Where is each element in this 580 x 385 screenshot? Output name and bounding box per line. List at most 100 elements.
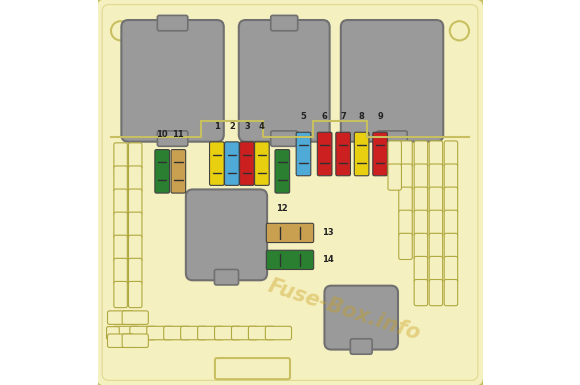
- Text: 7: 7: [340, 112, 346, 122]
- FancyBboxPatch shape: [444, 256, 458, 283]
- FancyBboxPatch shape: [388, 164, 401, 190]
- Text: 10: 10: [157, 130, 168, 139]
- Text: 3: 3: [244, 122, 250, 131]
- FancyBboxPatch shape: [107, 334, 133, 348]
- FancyBboxPatch shape: [157, 15, 188, 31]
- FancyBboxPatch shape: [113, 326, 139, 340]
- FancyBboxPatch shape: [129, 281, 142, 308]
- FancyBboxPatch shape: [114, 189, 128, 215]
- FancyBboxPatch shape: [129, 235, 142, 261]
- FancyBboxPatch shape: [429, 164, 443, 190]
- FancyBboxPatch shape: [239, 20, 329, 142]
- FancyBboxPatch shape: [114, 212, 128, 238]
- FancyBboxPatch shape: [336, 132, 350, 176]
- FancyBboxPatch shape: [271, 15, 298, 31]
- FancyBboxPatch shape: [186, 189, 267, 280]
- FancyBboxPatch shape: [444, 233, 458, 259]
- FancyBboxPatch shape: [240, 142, 254, 186]
- FancyBboxPatch shape: [107, 311, 133, 324]
- Text: 13: 13: [322, 228, 334, 238]
- Circle shape: [450, 21, 469, 40]
- FancyBboxPatch shape: [399, 187, 412, 213]
- FancyBboxPatch shape: [147, 326, 173, 340]
- FancyBboxPatch shape: [114, 258, 128, 285]
- FancyBboxPatch shape: [444, 187, 458, 213]
- FancyBboxPatch shape: [122, 334, 148, 348]
- FancyBboxPatch shape: [114, 281, 128, 308]
- FancyBboxPatch shape: [266, 250, 314, 270]
- FancyBboxPatch shape: [96, 0, 484, 385]
- FancyBboxPatch shape: [429, 210, 443, 236]
- FancyBboxPatch shape: [255, 142, 269, 186]
- Text: 2: 2: [229, 122, 235, 131]
- FancyBboxPatch shape: [399, 233, 412, 259]
- FancyBboxPatch shape: [414, 233, 427, 259]
- FancyBboxPatch shape: [373, 132, 387, 176]
- FancyBboxPatch shape: [317, 132, 332, 176]
- FancyBboxPatch shape: [122, 311, 148, 324]
- FancyBboxPatch shape: [414, 210, 427, 236]
- FancyBboxPatch shape: [444, 164, 458, 190]
- Text: 12: 12: [277, 204, 288, 213]
- FancyBboxPatch shape: [341, 20, 443, 142]
- FancyBboxPatch shape: [266, 223, 314, 243]
- FancyBboxPatch shape: [248, 326, 274, 340]
- FancyBboxPatch shape: [444, 280, 458, 306]
- Text: Fuse-Box.info: Fuse-Box.info: [265, 276, 423, 344]
- Text: 1: 1: [214, 122, 220, 131]
- FancyBboxPatch shape: [399, 164, 412, 190]
- FancyBboxPatch shape: [114, 166, 128, 192]
- FancyBboxPatch shape: [429, 280, 443, 306]
- FancyBboxPatch shape: [215, 270, 238, 285]
- FancyBboxPatch shape: [157, 131, 188, 146]
- FancyBboxPatch shape: [354, 132, 369, 176]
- FancyBboxPatch shape: [129, 212, 142, 238]
- Text: 4: 4: [259, 122, 265, 131]
- FancyBboxPatch shape: [155, 150, 169, 193]
- FancyBboxPatch shape: [377, 131, 407, 146]
- FancyBboxPatch shape: [215, 326, 241, 340]
- FancyBboxPatch shape: [129, 166, 142, 192]
- FancyBboxPatch shape: [209, 142, 224, 186]
- FancyBboxPatch shape: [114, 143, 128, 169]
- FancyBboxPatch shape: [296, 132, 311, 176]
- FancyBboxPatch shape: [350, 339, 372, 354]
- FancyBboxPatch shape: [399, 210, 412, 236]
- Text: 11: 11: [172, 130, 184, 139]
- Text: 5: 5: [300, 112, 306, 122]
- FancyBboxPatch shape: [429, 187, 443, 213]
- FancyBboxPatch shape: [114, 235, 128, 261]
- FancyBboxPatch shape: [231, 326, 258, 340]
- FancyBboxPatch shape: [444, 210, 458, 236]
- FancyBboxPatch shape: [414, 256, 427, 283]
- FancyBboxPatch shape: [429, 233, 443, 259]
- FancyBboxPatch shape: [164, 326, 190, 340]
- FancyBboxPatch shape: [429, 141, 443, 167]
- FancyBboxPatch shape: [324, 286, 398, 350]
- FancyBboxPatch shape: [121, 20, 224, 142]
- Circle shape: [111, 21, 130, 40]
- Text: 8: 8: [359, 112, 364, 122]
- FancyBboxPatch shape: [414, 164, 427, 190]
- FancyBboxPatch shape: [429, 256, 443, 283]
- Text: 9: 9: [377, 112, 383, 122]
- FancyBboxPatch shape: [414, 280, 427, 306]
- FancyBboxPatch shape: [171, 150, 186, 193]
- FancyBboxPatch shape: [130, 326, 156, 340]
- FancyBboxPatch shape: [388, 141, 401, 167]
- FancyBboxPatch shape: [414, 187, 427, 213]
- Text: 14: 14: [322, 255, 334, 264]
- FancyBboxPatch shape: [224, 142, 239, 186]
- FancyBboxPatch shape: [399, 141, 412, 167]
- FancyBboxPatch shape: [266, 326, 292, 340]
- FancyBboxPatch shape: [107, 326, 119, 340]
- FancyBboxPatch shape: [275, 150, 289, 193]
- FancyBboxPatch shape: [198, 326, 224, 340]
- FancyBboxPatch shape: [180, 326, 207, 340]
- FancyBboxPatch shape: [215, 358, 290, 379]
- FancyBboxPatch shape: [129, 189, 142, 215]
- FancyBboxPatch shape: [129, 143, 142, 169]
- FancyBboxPatch shape: [271, 131, 298, 146]
- FancyBboxPatch shape: [129, 258, 142, 285]
- Text: 6: 6: [322, 112, 328, 122]
